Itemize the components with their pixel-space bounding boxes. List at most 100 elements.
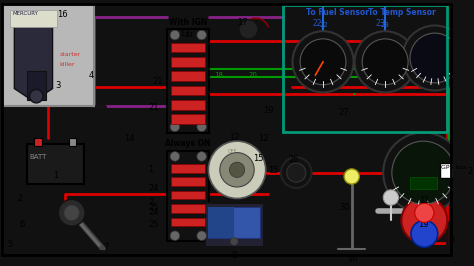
Circle shape [410, 33, 460, 83]
Text: 14: 14 [124, 134, 135, 143]
Circle shape [230, 238, 238, 245]
Bar [171, 71, 206, 81]
Text: 3: 3 [55, 81, 61, 90]
Bar [9, 10, 57, 27]
Text: 2: 2 [148, 198, 154, 207]
Bar [204, 203, 264, 247]
Text: 19: 19 [418, 221, 428, 230]
Text: 12: 12 [258, 134, 269, 143]
Bar [69, 138, 76, 146]
Circle shape [292, 31, 354, 92]
Bar [410, 177, 437, 189]
Text: 27: 27 [467, 167, 474, 176]
Text: 6: 6 [19, 221, 25, 230]
Circle shape [300, 39, 346, 85]
Circle shape [392, 141, 455, 204]
Circle shape [170, 122, 180, 132]
Text: 12: 12 [229, 134, 240, 143]
Text: 7: 7 [103, 243, 109, 252]
Circle shape [209, 141, 266, 198]
Text: 15: 15 [253, 153, 264, 163]
Text: 26: 26 [289, 155, 299, 164]
Bar [283, 5, 447, 132]
Circle shape [170, 152, 180, 161]
Circle shape [411, 221, 438, 247]
Bar [171, 100, 206, 110]
Circle shape [170, 231, 180, 240]
Bar [171, 177, 206, 186]
Text: OFF: OFF [228, 149, 237, 154]
Text: 5: 5 [8, 240, 13, 248]
Text: 4: 4 [89, 71, 94, 80]
Text: 15: 15 [268, 166, 278, 175]
Text: 1: 1 [53, 171, 58, 180]
Text: 23: 23 [380, 22, 389, 28]
Circle shape [64, 205, 79, 221]
Text: 11: 11 [419, 196, 429, 205]
Circle shape [383, 132, 464, 213]
Text: 24: 24 [148, 184, 159, 193]
Circle shape [344, 169, 359, 184]
Circle shape [355, 31, 416, 92]
Text: 1: 1 [148, 165, 154, 174]
Circle shape [415, 203, 434, 222]
Circle shape [170, 30, 180, 40]
Circle shape [229, 162, 245, 177]
Bar [171, 114, 206, 124]
Bar [171, 43, 206, 52]
Text: Always ON: Always ON [165, 139, 211, 148]
Circle shape [197, 122, 207, 132]
Text: 20: 20 [248, 72, 257, 78]
Circle shape [197, 231, 207, 240]
Text: 23: 23 [375, 19, 385, 28]
Circle shape [197, 30, 207, 40]
Bar [209, 207, 234, 238]
Circle shape [30, 90, 43, 103]
Text: 8: 8 [231, 251, 237, 260]
Bar [35, 138, 42, 146]
Text: 2: 2 [17, 194, 22, 203]
Bar [167, 29, 210, 132]
Circle shape [362, 39, 408, 85]
Bar [171, 86, 206, 95]
Text: GPS box: GPS box [441, 165, 466, 170]
Text: 24: 24 [148, 208, 159, 217]
Text: 27: 27 [338, 108, 349, 117]
Circle shape [239, 20, 258, 39]
Bar [3, 5, 94, 106]
Text: 9: 9 [449, 236, 455, 245]
Bar [171, 57, 206, 66]
Text: 10: 10 [347, 254, 357, 263]
Text: 30: 30 [339, 203, 350, 212]
Text: 13: 13 [179, 29, 189, 38]
Circle shape [401, 198, 447, 243]
Text: 22: 22 [312, 19, 322, 28]
Text: 17: 17 [237, 18, 247, 27]
Text: With IGN: With IGN [169, 18, 208, 27]
Bar [27, 144, 84, 184]
Circle shape [197, 152, 207, 161]
Text: 13: 13 [184, 32, 193, 38]
Text: 18: 18 [214, 72, 223, 78]
Bar [171, 218, 206, 226]
Text: 16: 16 [57, 10, 68, 19]
Bar [209, 207, 260, 238]
Bar [439, 163, 474, 178]
Bar [27, 71, 46, 100]
Bar [171, 191, 206, 200]
Text: killer: killer [59, 62, 75, 67]
Bar [171, 164, 206, 173]
Text: MERCURY: MERCURY [12, 11, 38, 16]
Circle shape [383, 190, 399, 205]
Circle shape [281, 157, 311, 188]
Text: 19: 19 [263, 106, 273, 115]
Text: 25: 25 [148, 221, 159, 230]
Text: BATT: BATT [29, 153, 47, 160]
Text: To Fuel Sensor: To Fuel Sensor [306, 8, 369, 17]
Text: 25: 25 [148, 203, 159, 212]
Text: 21: 21 [148, 103, 159, 112]
Circle shape [287, 163, 306, 182]
Bar [167, 151, 210, 242]
Circle shape [220, 153, 254, 187]
Text: 22: 22 [319, 22, 328, 28]
